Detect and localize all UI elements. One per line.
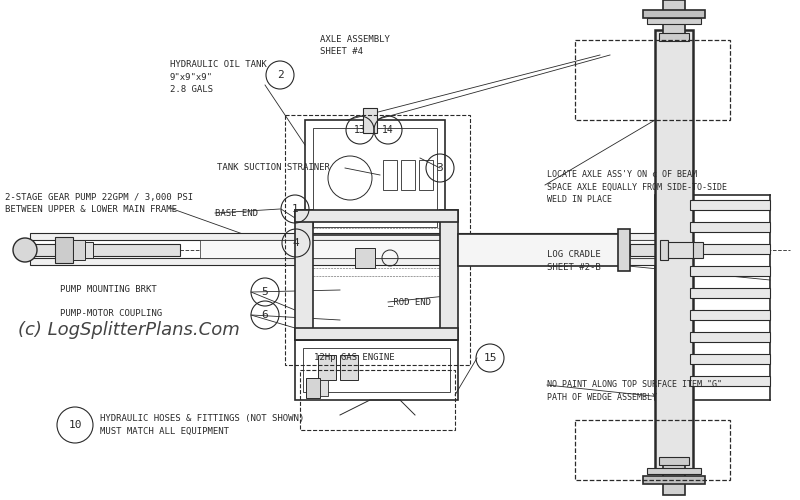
Text: 4: 4 — [293, 238, 299, 248]
Bar — [300, 370, 455, 430]
Bar — [340, 355, 358, 380]
Bar — [690, 332, 770, 342]
Text: _ROD END: _ROD END — [388, 298, 431, 306]
Text: BASE END: BASE END — [215, 208, 258, 218]
Bar — [630, 244, 660, 256]
Bar — [285, 115, 470, 365]
Bar — [401, 160, 415, 190]
Bar — [305, 120, 445, 235]
Bar — [355, 248, 375, 268]
Bar — [618, 229, 630, 271]
Bar — [643, 10, 705, 18]
Bar — [575, 420, 730, 480]
Bar — [690, 222, 770, 232]
Text: LOG CRADLE
SHEET #2-B: LOG CRADLE SHEET #2-B — [547, 250, 601, 272]
Bar — [647, 18, 701, 24]
Bar — [663, 0, 685, 35]
Text: 12Hp GAS ENGINE: 12Hp GAS ENGINE — [314, 354, 395, 362]
Bar — [295, 210, 458, 222]
Bar — [659, 457, 689, 465]
Text: PUMP-MOTOR COUPLING: PUMP-MOTOR COUPLING — [60, 308, 162, 318]
Bar — [295, 210, 313, 340]
Bar — [458, 234, 620, 266]
Bar — [30, 233, 660, 240]
Bar — [647, 468, 701, 474]
Bar — [313, 128, 437, 227]
Bar — [30, 244, 180, 256]
Bar — [363, 108, 377, 133]
Text: 2-STAGE GEAR PUMP 22GPM / 3,000 PSI
BETWEEN UPPER & LOWER MAIN FRAME: 2-STAGE GEAR PUMP 22GPM / 3,000 PSI BETW… — [5, 193, 193, 214]
Text: 6: 6 — [262, 310, 268, 320]
Bar — [690, 376, 770, 386]
Text: LOCATE AXLE ASS'Y ON ¢ OF BEAM
SPACE AXLE EQUALLY FROM SIDE-TO-SIDE
WELD IN PLAC: LOCATE AXLE ASS'Y ON ¢ OF BEAM SPACE AXL… — [547, 170, 727, 204]
Text: PUMP MOUNTING BRKT: PUMP MOUNTING BRKT — [60, 286, 157, 294]
Bar — [690, 266, 770, 276]
Text: 15: 15 — [483, 353, 497, 363]
Text: 5: 5 — [262, 287, 268, 297]
Bar — [200, 240, 660, 258]
Bar — [690, 354, 770, 364]
Bar — [690, 200, 770, 210]
Text: NO PAINT ALONG TOP SURFACE ITEM "G"
PATH OF WEDGE ASSEMBLY: NO PAINT ALONG TOP SURFACE ITEM "G" PATH… — [547, 380, 722, 402]
Bar — [643, 476, 705, 484]
Bar — [55, 237, 73, 263]
Bar — [419, 160, 433, 190]
Bar — [668, 242, 693, 258]
Text: 14: 14 — [382, 125, 394, 135]
Bar — [318, 355, 336, 380]
Bar — [30, 258, 660, 265]
Bar — [693, 242, 703, 258]
Bar — [660, 240, 668, 260]
Bar — [440, 210, 458, 340]
Bar — [383, 160, 397, 190]
Bar — [73, 240, 85, 260]
Text: TANK SUCTION STRAINER: TANK SUCTION STRAINER — [217, 164, 330, 172]
Bar — [690, 288, 770, 298]
Text: 13: 13 — [354, 125, 366, 135]
Bar — [663, 460, 685, 495]
Text: (c) LogSplitterPlans.Com: (c) LogSplitterPlans.Com — [18, 321, 240, 339]
Text: AXLE ASSEMBLY
SHEET #4: AXLE ASSEMBLY SHEET #4 — [320, 35, 390, 56]
Text: 3: 3 — [437, 163, 443, 173]
Text: 2: 2 — [277, 70, 283, 80]
Bar — [690, 310, 770, 320]
Text: HYDRAULIC HOSES & FITTINGS (NOT SHOWN)
MUST MATCH ALL EQUIPMENT: HYDRAULIC HOSES & FITTINGS (NOT SHOWN) M… — [100, 414, 304, 436]
Circle shape — [13, 238, 37, 262]
Bar — [303, 348, 450, 392]
Bar — [320, 380, 328, 396]
Bar — [85, 242, 93, 258]
Text: 1: 1 — [292, 204, 298, 214]
Bar — [659, 33, 689, 41]
Text: 10: 10 — [68, 420, 82, 430]
Bar — [690, 244, 770, 254]
Bar — [295, 328, 458, 340]
Bar — [295, 340, 458, 400]
Bar — [306, 378, 320, 398]
Bar — [575, 40, 730, 120]
Text: HYDRAULIC OIL TANK
9"x9"x9"
2.8 GALS: HYDRAULIC OIL TANK 9"x9"x9" 2.8 GALS — [170, 60, 266, 94]
Bar — [655, 30, 693, 470]
